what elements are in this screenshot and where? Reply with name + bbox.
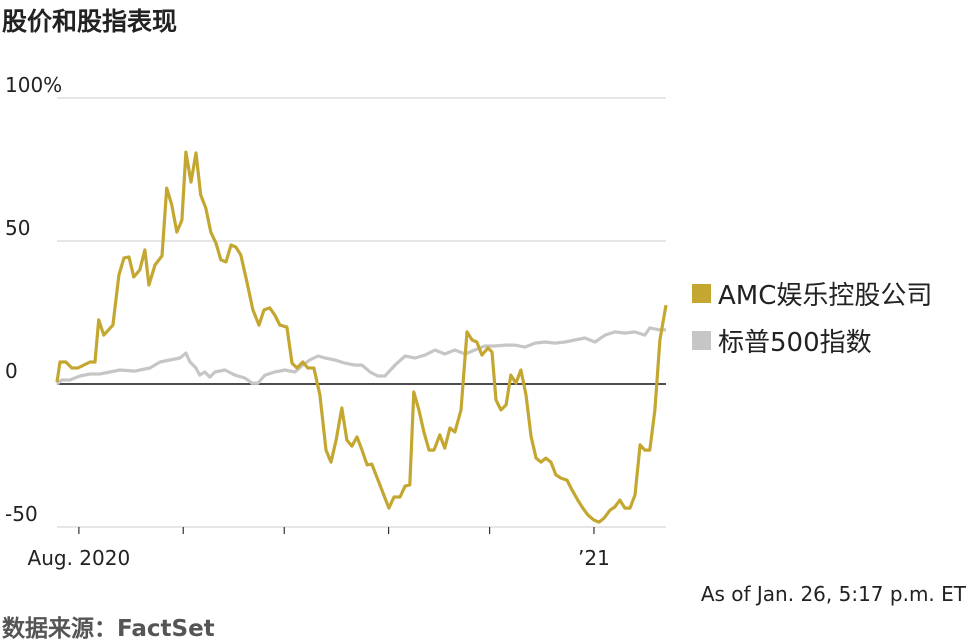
y-tick-label: -50 [5, 502, 38, 526]
source: 数据来源：FactSet [2, 616, 215, 642]
y-tick-label: 0 [5, 359, 18, 383]
legend-swatch [692, 284, 711, 303]
chart-title: 股价和股指表现 [2, 7, 177, 36]
y-tick-label: 50 [5, 216, 30, 240]
legend-swatch [692, 331, 711, 350]
legend-label: AMC娱乐控股公司 [718, 281, 932, 311]
x-tick-label: Aug. 2020 [28, 546, 131, 570]
series-line [55, 150, 668, 524]
x-tick-label: ’21 [578, 546, 610, 570]
legend-label: 标普500指数 [718, 328, 872, 358]
note: As of Jan. 26, 5:17 p.m. ET [701, 582, 967, 606]
y-tick-label: 100% [5, 73, 62, 97]
series-line [55, 326, 666, 386]
